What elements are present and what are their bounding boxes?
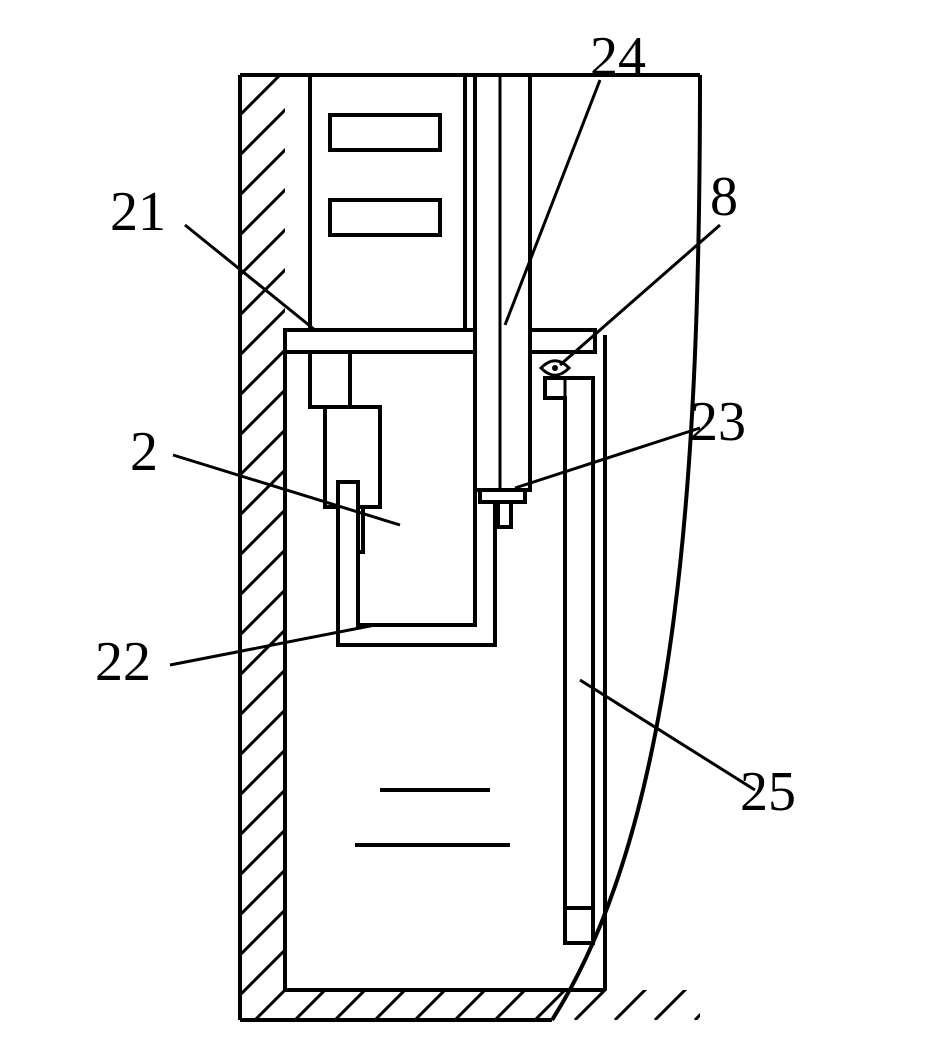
crossbar	[285, 330, 595, 352]
side-channel-foot	[565, 908, 593, 943]
label-22: 22	[95, 631, 151, 693]
label-2: 2	[130, 421, 158, 483]
leader-21	[185, 225, 315, 330]
eye-pupil	[552, 365, 558, 371]
label-8: 8	[710, 166, 738, 228]
label-23: 23	[690, 391, 746, 453]
label-25: 25	[740, 761, 796, 823]
label-24: 24	[590, 26, 646, 88]
column-stub	[498, 502, 511, 527]
label-21: 21	[110, 181, 166, 243]
outer-curve	[552, 75, 700, 1020]
leader-23	[515, 428, 700, 488]
side-channel	[545, 378, 593, 908]
left-stub	[310, 352, 350, 407]
